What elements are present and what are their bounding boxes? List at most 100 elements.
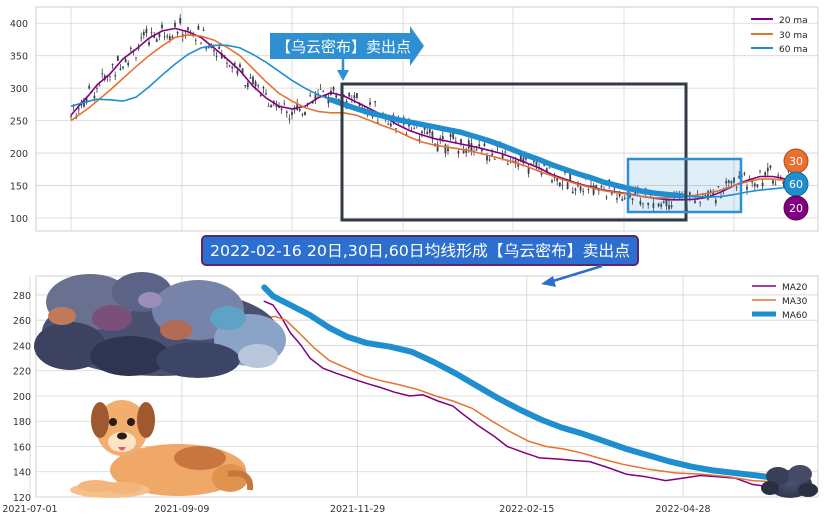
- candle-body: [712, 191, 715, 196]
- candle-body: [145, 28, 148, 33]
- candle-body: [142, 32, 145, 36]
- candle-body: [259, 94, 262, 96]
- candle-body: [288, 118, 291, 120]
- candle-body: [418, 139, 421, 141]
- candle-body: [285, 111, 288, 113]
- legend-ma20: MA20: [782, 283, 808, 293]
- candle-body: [270, 104, 273, 108]
- candle-body: [205, 47, 208, 49]
- candle-body: [439, 137, 442, 140]
- candle-body: [491, 153, 494, 156]
- candle-body: [616, 198, 618, 200]
- candle-body: [291, 112, 293, 116]
- candle-body: [296, 103, 299, 111]
- candle-body: [743, 173, 746, 175]
- top-y-tick-label: 350: [10, 52, 28, 63]
- candle-body: [262, 87, 265, 89]
- candle-body: [174, 22, 176, 27]
- top-series-60ma-emphasis: [328, 97, 685, 199]
- candle-body: [551, 180, 553, 183]
- bottom-y-tick-label: 280: [13, 291, 31, 302]
- candle-body: [694, 200, 696, 203]
- candle-body: [421, 131, 423, 133]
- candle-body: [621, 199, 624, 201]
- legend-20ma: 20 ma: [779, 16, 808, 26]
- top-y-tick-label: 250: [10, 117, 28, 128]
- candle-body: [254, 81, 257, 87]
- candle-body: [665, 198, 668, 207]
- candle-body: [257, 85, 260, 87]
- svg-text:30: 30: [789, 155, 803, 168]
- candle-body: [467, 140, 470, 149]
- candle-body: [369, 102, 371, 105]
- candle-body: [168, 35, 171, 41]
- candle-body: [166, 35, 169, 37]
- legend-ma60: MA60: [782, 311, 808, 321]
- top-y-tick-label: 300: [10, 84, 28, 95]
- candle-body: [353, 95, 356, 99]
- candle-body: [629, 194, 631, 198]
- bottom-x-tick-label: 2022-04-28: [655, 504, 710, 515]
- candle-body: [197, 25, 200, 30]
- candle-body: [207, 47, 210, 49]
- candle-body: [618, 193, 621, 197]
- candle-body: [634, 191, 637, 194]
- candle-body: [569, 171, 572, 180]
- candle-body: [545, 168, 548, 172]
- candle-body: [595, 184, 598, 190]
- candle-body: [566, 182, 569, 190]
- candle-body: [163, 36, 166, 38]
- legend-30ma: 30 ma: [779, 31, 808, 41]
- candle-body: [252, 76, 254, 84]
- candle-body: [782, 181, 785, 185]
- candle-body: [210, 46, 213, 48]
- candle-body: [293, 109, 296, 111]
- candle-body: [140, 37, 143, 39]
- candle-body: [246, 83, 249, 88]
- candle-body: [405, 134, 408, 136]
- candle-body: [657, 203, 660, 207]
- candle-body: [332, 87, 335, 91]
- candle-body: [226, 62, 228, 64]
- candle-body: [556, 177, 559, 181]
- candle-body: [579, 186, 582, 191]
- bottom-series-MA60: [261, 284, 793, 483]
- candle-body: [155, 39, 158, 42]
- bottom-x-tick-label: 2022-02-15: [499, 504, 554, 515]
- candle-body: [769, 165, 772, 168]
- candle-body: [358, 103, 361, 106]
- candle-body: [527, 167, 530, 174]
- candle-body: [470, 143, 473, 152]
- top-y-tick-label: 200: [10, 149, 28, 160]
- bottom-y-tick-label: 180: [13, 417, 31, 428]
- candle-body: [543, 163, 546, 166]
- candle-body: [717, 186, 720, 187]
- candle-body: [314, 94, 317, 100]
- legend-ma30: MA30: [782, 297, 808, 307]
- candle-body: [119, 68, 122, 70]
- top-y-tick-label: 150: [10, 182, 28, 193]
- candle-body: [441, 136, 444, 140]
- candle-body: [231, 66, 234, 69]
- candle-body: [304, 111, 306, 115]
- callout-arrow-shape: [270, 26, 424, 66]
- candle-body: [413, 128, 416, 130]
- candle-body: [772, 180, 774, 184]
- bottom-y-tick-label: 140: [13, 468, 31, 479]
- bottom-series-MA30: [263, 315, 793, 484]
- candle-body: [597, 190, 600, 191]
- top-y-tick-label: 100: [10, 214, 28, 225]
- candle-body: [244, 85, 247, 87]
- candle-body: [148, 42, 150, 45]
- candle-body: [517, 164, 520, 167]
- bottom-legend: MA20 MA30 MA60: [752, 283, 808, 321]
- candle-body: [127, 62, 130, 66]
- candle-body: [187, 27, 189, 31]
- candle-body: [600, 186, 603, 188]
- candle-body: [662, 201, 665, 203]
- bottom-x-tick-label: 2021-11-29: [330, 504, 385, 515]
- candle-body: [93, 95, 96, 99]
- candle-body: [725, 180, 728, 184]
- candle-body: [122, 66, 124, 69]
- candle-body: [98, 85, 101, 87]
